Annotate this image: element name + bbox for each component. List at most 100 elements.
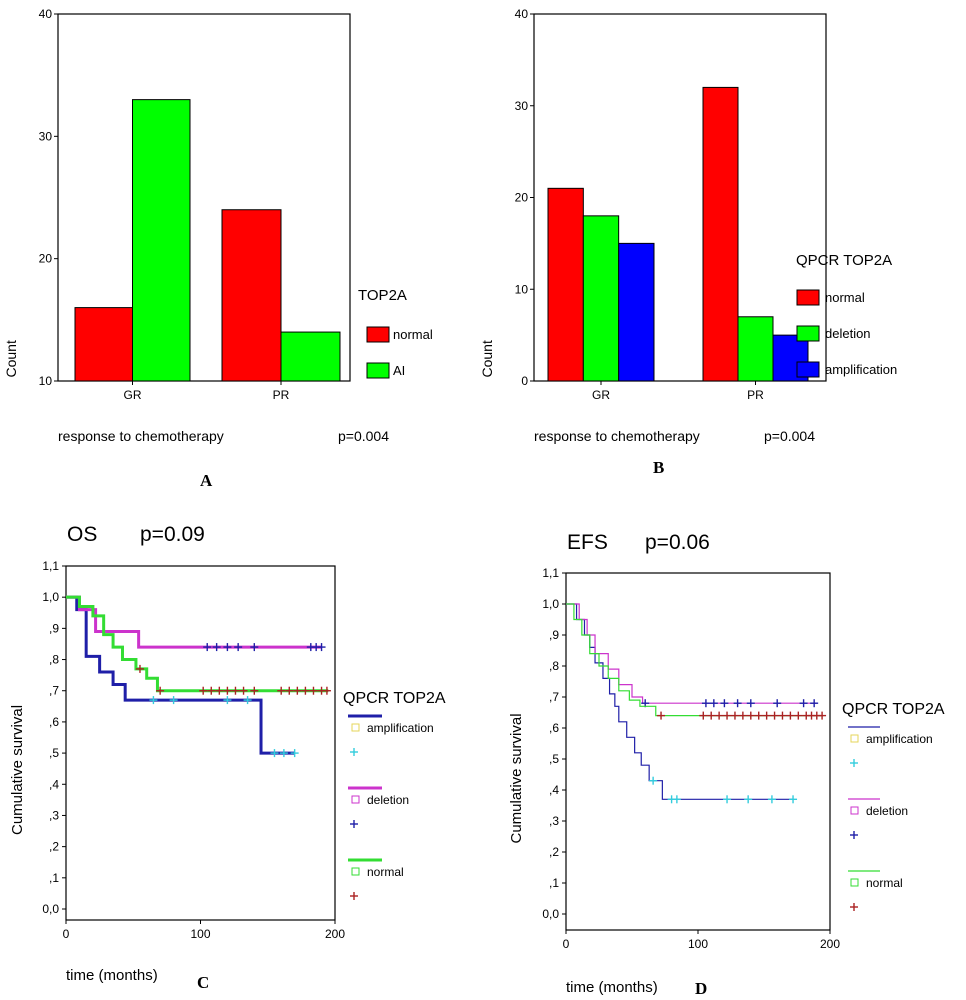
y-tick-label: ,4: [549, 783, 559, 797]
y-tick-label: ,6: [549, 721, 559, 735]
survival-curve-deletion: [566, 603, 817, 704]
y-tick-label: 1,0: [542, 597, 559, 611]
p-value-annotation: p=0.004: [764, 428, 815, 444]
y-tick-label: ,1: [49, 871, 59, 885]
y-tick-label: ,8: [549, 659, 559, 673]
survival-curve-normal: [566, 603, 824, 717]
legend-swatch-normal: [366, 326, 390, 343]
legend-title: QPCR TOP2A: [796, 252, 892, 269]
legend-label-normal: normal: [825, 290, 865, 305]
y-tick-label: ,7: [49, 684, 59, 698]
y-tick-label: 1,0: [42, 590, 59, 604]
legend-marker-box: [850, 734, 859, 743]
y-tick-label: 0,0: [42, 902, 59, 916]
censor-marks-amplification: [649, 776, 798, 804]
y-tick-label: ,9: [549, 628, 559, 642]
legend-label-normal: normal: [393, 327, 433, 342]
chart-title: EFS: [567, 531, 608, 554]
panel-letter: C: [197, 973, 209, 992]
y-tick-label: ,9: [49, 621, 59, 635]
y-tick-label: ,7: [549, 690, 559, 704]
y-tick-label: 20: [39, 252, 53, 266]
y-tick-label: ,3: [49, 808, 59, 822]
y-tick-label: 10: [515, 282, 529, 296]
bar-AI-GR: [132, 99, 191, 382]
x-tick-label: PR: [273, 388, 290, 402]
legend-label-deletion: deletion: [825, 326, 871, 341]
y-tick-label: ,5: [549, 752, 559, 766]
y-tick-label: 0: [521, 374, 528, 388]
panel-letter: B: [653, 458, 664, 477]
p-value-annotation: p=0.06: [645, 531, 710, 554]
bar-normal-PR: [221, 209, 282, 382]
x-tick-label: GR: [592, 388, 610, 402]
y-axis-label: Count: [3, 340, 19, 377]
y-tick-label: 20: [515, 191, 529, 205]
x-axis-label: time (months): [66, 967, 158, 984]
censor-marks-normal: [657, 711, 827, 720]
y-axis-label: Cumulative survival: [508, 713, 525, 843]
y-axis-label: Count: [479, 340, 495, 377]
y-tick-label: 1,1: [542, 566, 559, 580]
x-axis-label: time (months): [566, 979, 658, 996]
y-tick-label: 40: [515, 7, 529, 21]
p-value-annotation: p=0.004: [338, 428, 389, 444]
censor-marks-normal: [135, 664, 331, 695]
legend-swatch-AI: [366, 362, 390, 379]
legend-marker-box: [850, 806, 859, 815]
plot-frame-C: [65, 565, 336, 921]
legend-label-amplification: amplification: [866, 732, 933, 746]
x-tick-label: 100: [688, 937, 708, 951]
panel-letter: A: [200, 471, 213, 490]
legend-marker-box: [850, 878, 859, 887]
legend-label-AI: AI: [393, 363, 405, 378]
legend-swatch-amplification: [796, 361, 820, 378]
legend-title: QPCR TOP2A: [842, 701, 945, 718]
legend-label-normal: normal: [866, 876, 903, 890]
bar-AI-PR: [280, 331, 341, 382]
y-tick-label: ,2: [549, 845, 559, 859]
x-tick-label: 0: [63, 927, 70, 941]
plot-frame-D: [565, 572, 831, 931]
legend-label-amplification: amplification: [367, 721, 434, 735]
y-tick-label: 1,1: [42, 559, 59, 573]
p-value-annotation: p=0.09: [140, 523, 205, 546]
survival-curve-normal: [66, 595, 329, 693]
x-tick-label: 100: [190, 927, 210, 941]
legend-label-normal: normal: [367, 865, 404, 879]
y-tick-label: ,8: [49, 653, 59, 667]
chart-title: OS: [67, 523, 97, 546]
legend-label-deletion: deletion: [367, 793, 409, 807]
bar-deletion-PR: [737, 316, 774, 382]
legend-label-amplification: amplification: [825, 362, 897, 377]
legend-marker-box: [351, 795, 360, 804]
y-tick-label: 40: [39, 7, 53, 21]
legend-title: TOP2A: [358, 287, 407, 304]
censor-marks-amplification: [149, 696, 299, 758]
legend-title: QPCR TOP2A: [343, 690, 446, 707]
bar-normal-PR: [702, 86, 739, 382]
survival-curve-amplification: [566, 603, 794, 800]
legend-label-deletion: deletion: [866, 804, 908, 818]
legend-swatch-normal: [796, 289, 820, 306]
x-tick-label: PR: [747, 388, 764, 402]
x-axis-label: response to chemotherapy: [534, 428, 700, 444]
survival-curve-amplification: [66, 595, 295, 755]
y-tick-label: ,1: [549, 876, 559, 890]
panel-letter: D: [695, 979, 707, 998]
x-tick-label: GR: [124, 388, 142, 402]
y-tick-label: 30: [515, 99, 529, 113]
plot-frame-A: [57, 13, 351, 382]
y-tick-label: ,5: [49, 746, 59, 760]
legend-marker-box: [351, 723, 360, 732]
censor-marks-deletion: [203, 643, 326, 652]
x-tick-label: 200: [820, 937, 840, 951]
legend-swatch-deletion: [796, 325, 820, 342]
y-tick-label: ,3: [549, 814, 559, 828]
y-tick-label: 30: [39, 129, 53, 143]
legend-marker-box: [351, 867, 360, 876]
y-axis-label: Cumulative survival: [9, 705, 26, 835]
x-tick-label: 200: [325, 927, 345, 941]
x-tick-label: 0: [563, 937, 570, 951]
